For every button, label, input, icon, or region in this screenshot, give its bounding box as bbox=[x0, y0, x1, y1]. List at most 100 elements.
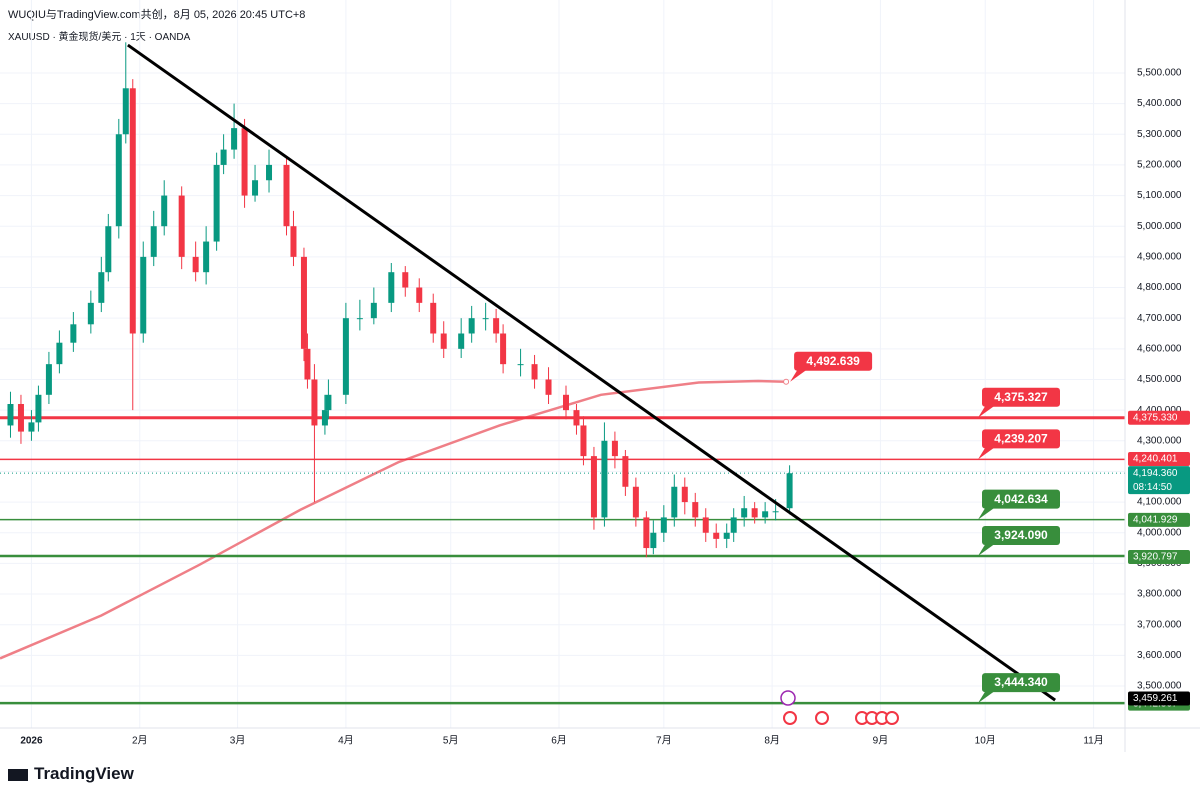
callout-box bbox=[982, 489, 1060, 509]
price-axis-label-box bbox=[1128, 452, 1190, 467]
candle-body bbox=[203, 241, 210, 273]
candle-body bbox=[671, 486, 678, 518]
candle-body bbox=[45, 364, 52, 395]
y-tick-label: 4,700.000 bbox=[1137, 313, 1182, 324]
callout-pointer bbox=[978, 506, 996, 520]
x-tick-label: 10月 bbox=[975, 735, 996, 747]
candle-body bbox=[713, 532, 720, 539]
candle-body bbox=[562, 394, 569, 411]
candle-body bbox=[751, 508, 758, 518]
x-tick-label: 8月 bbox=[764, 735, 780, 747]
y-tick-label: 4,300.000 bbox=[1137, 435, 1182, 446]
y-tick-label: 4,400.000 bbox=[1137, 405, 1182, 416]
y-tick-label: 5,500.000 bbox=[1137, 68, 1182, 79]
candle-body bbox=[231, 128, 238, 150]
candle-body bbox=[482, 318, 489, 320]
logo: TradingView bbox=[8, 764, 134, 784]
candle-body bbox=[17, 404, 24, 432]
event-icon bbox=[815, 711, 829, 725]
candle-body bbox=[500, 333, 507, 365]
event-icon bbox=[885, 711, 899, 725]
candle-body bbox=[786, 473, 793, 509]
candle-body bbox=[741, 508, 748, 518]
callout-box bbox=[982, 673, 1060, 693]
candle-body bbox=[300, 256, 307, 349]
y-tick-label: 4,000.000 bbox=[1137, 527, 1182, 538]
x-tick-label: 2月 bbox=[132, 735, 148, 747]
price-axis-label-box bbox=[1128, 512, 1190, 527]
price-axis-bg bbox=[1125, 0, 1200, 752]
x-tick-label: 4月 bbox=[338, 735, 354, 747]
attribution: WUQIU与TradingView.com共创，8月 05, 2026 20:4… bbox=[8, 9, 306, 21]
y-tick-label: 4,200.000 bbox=[1137, 466, 1182, 477]
x-tick-label: 9月 bbox=[873, 735, 889, 747]
candle-body bbox=[430, 302, 437, 334]
candle-body bbox=[7, 404, 14, 426]
y-tick-label: 5,200.000 bbox=[1137, 160, 1182, 171]
x-tick-label: 3月 bbox=[230, 735, 246, 747]
candle-body bbox=[388, 272, 395, 303]
candle-body bbox=[458, 333, 465, 349]
event-icon bbox=[780, 690, 796, 706]
price-axis-label-box bbox=[1128, 696, 1190, 711]
candle-body bbox=[252, 180, 259, 196]
x-tick-label: 7月 bbox=[656, 735, 672, 747]
y-tick-label: 3,700.000 bbox=[1137, 619, 1182, 630]
callout-label: 4,239.207 bbox=[994, 432, 1048, 446]
candle-body bbox=[611, 440, 618, 457]
price-axis-label: 4,375.330 bbox=[1133, 412, 1178, 423]
candle-body bbox=[122, 88, 129, 135]
callout-label: 4,492.639 bbox=[806, 354, 860, 368]
callout-box bbox=[982, 387, 1060, 407]
callout-pointer bbox=[978, 404, 996, 418]
y-tick-label: 3,900.000 bbox=[1137, 558, 1182, 569]
candle-body bbox=[573, 410, 580, 426]
y-tick-label: 4,900.000 bbox=[1137, 252, 1182, 263]
candle-body bbox=[531, 364, 538, 380]
price-axis-label: 4,041.929 bbox=[1133, 515, 1178, 526]
last-price-box bbox=[1128, 466, 1190, 495]
x-tick-label: 6月 bbox=[551, 735, 567, 747]
candle-body bbox=[105, 226, 112, 273]
candle-body bbox=[150, 226, 157, 257]
candle-body bbox=[730, 517, 737, 533]
y-tick-label: 4,100.000 bbox=[1137, 497, 1182, 508]
last-price-label: 4,194.360 bbox=[1133, 468, 1178, 479]
candle-body bbox=[622, 456, 629, 487]
candle-body bbox=[321, 410, 328, 426]
candle-body bbox=[660, 517, 667, 533]
trendline bbox=[127, 43, 1056, 702]
countdown-label: 08:14:50 bbox=[1133, 482, 1172, 493]
candle-body bbox=[356, 318, 363, 320]
candle-body bbox=[304, 348, 311, 380]
x-tick-label: 2026 bbox=[20, 736, 43, 747]
candle-body bbox=[468, 318, 475, 334]
candle-body bbox=[580, 425, 587, 457]
price-axis-label-box bbox=[1128, 691, 1190, 706]
candle-body bbox=[650, 532, 657, 549]
candle-body bbox=[192, 256, 199, 273]
candle-body bbox=[590, 456, 597, 518]
candle-body bbox=[643, 517, 650, 549]
moving-average bbox=[0, 379, 787, 660]
callout-pointer bbox=[978, 543, 996, 557]
candle-body bbox=[213, 164, 220, 242]
candle-body bbox=[35, 394, 42, 423]
candle-body bbox=[692, 502, 699, 518]
candle-body bbox=[220, 149, 227, 165]
candle-body bbox=[440, 333, 447, 349]
candle-body bbox=[632, 486, 639, 518]
price-axis-label: 4,240.401 bbox=[1133, 454, 1178, 465]
candle-body bbox=[56, 342, 63, 365]
event-icon bbox=[783, 711, 797, 725]
candle-body bbox=[178, 195, 185, 257]
callout-label: 3,924.090 bbox=[994, 528, 1048, 542]
candle-body bbox=[87, 302, 94, 325]
callout-pointer bbox=[978, 690, 996, 704]
price-axis-label: 3,442.367 bbox=[1133, 698, 1178, 709]
callout-box bbox=[982, 526, 1060, 546]
candle-body bbox=[115, 134, 122, 227]
candle-body bbox=[311, 379, 318, 426]
candle-body bbox=[283, 164, 290, 227]
